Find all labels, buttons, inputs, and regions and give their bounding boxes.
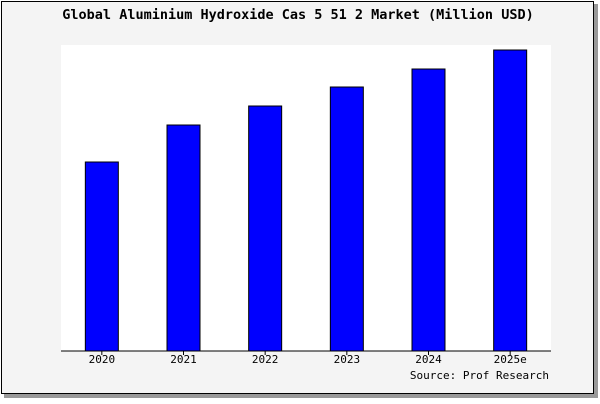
x-tick-label: 2023 [334,353,361,366]
x-tick-label: 2020 [89,353,116,366]
bar [493,49,528,352]
bar [411,68,446,352]
bar [84,161,119,352]
bar [166,124,201,352]
x-tick-label: 2021 [170,353,197,366]
bar [248,105,283,352]
chart-title: Global Aluminium Hydroxide Cas 5 51 2 Ma… [62,7,533,23]
bar [329,86,364,352]
x-tick-label: 2022 [252,353,279,366]
x-tick-label: 2025e [494,353,527,366]
source-note: Source: Prof Research [410,369,549,382]
x-tick-label: 2024 [415,353,442,366]
plot-area [61,45,551,351]
